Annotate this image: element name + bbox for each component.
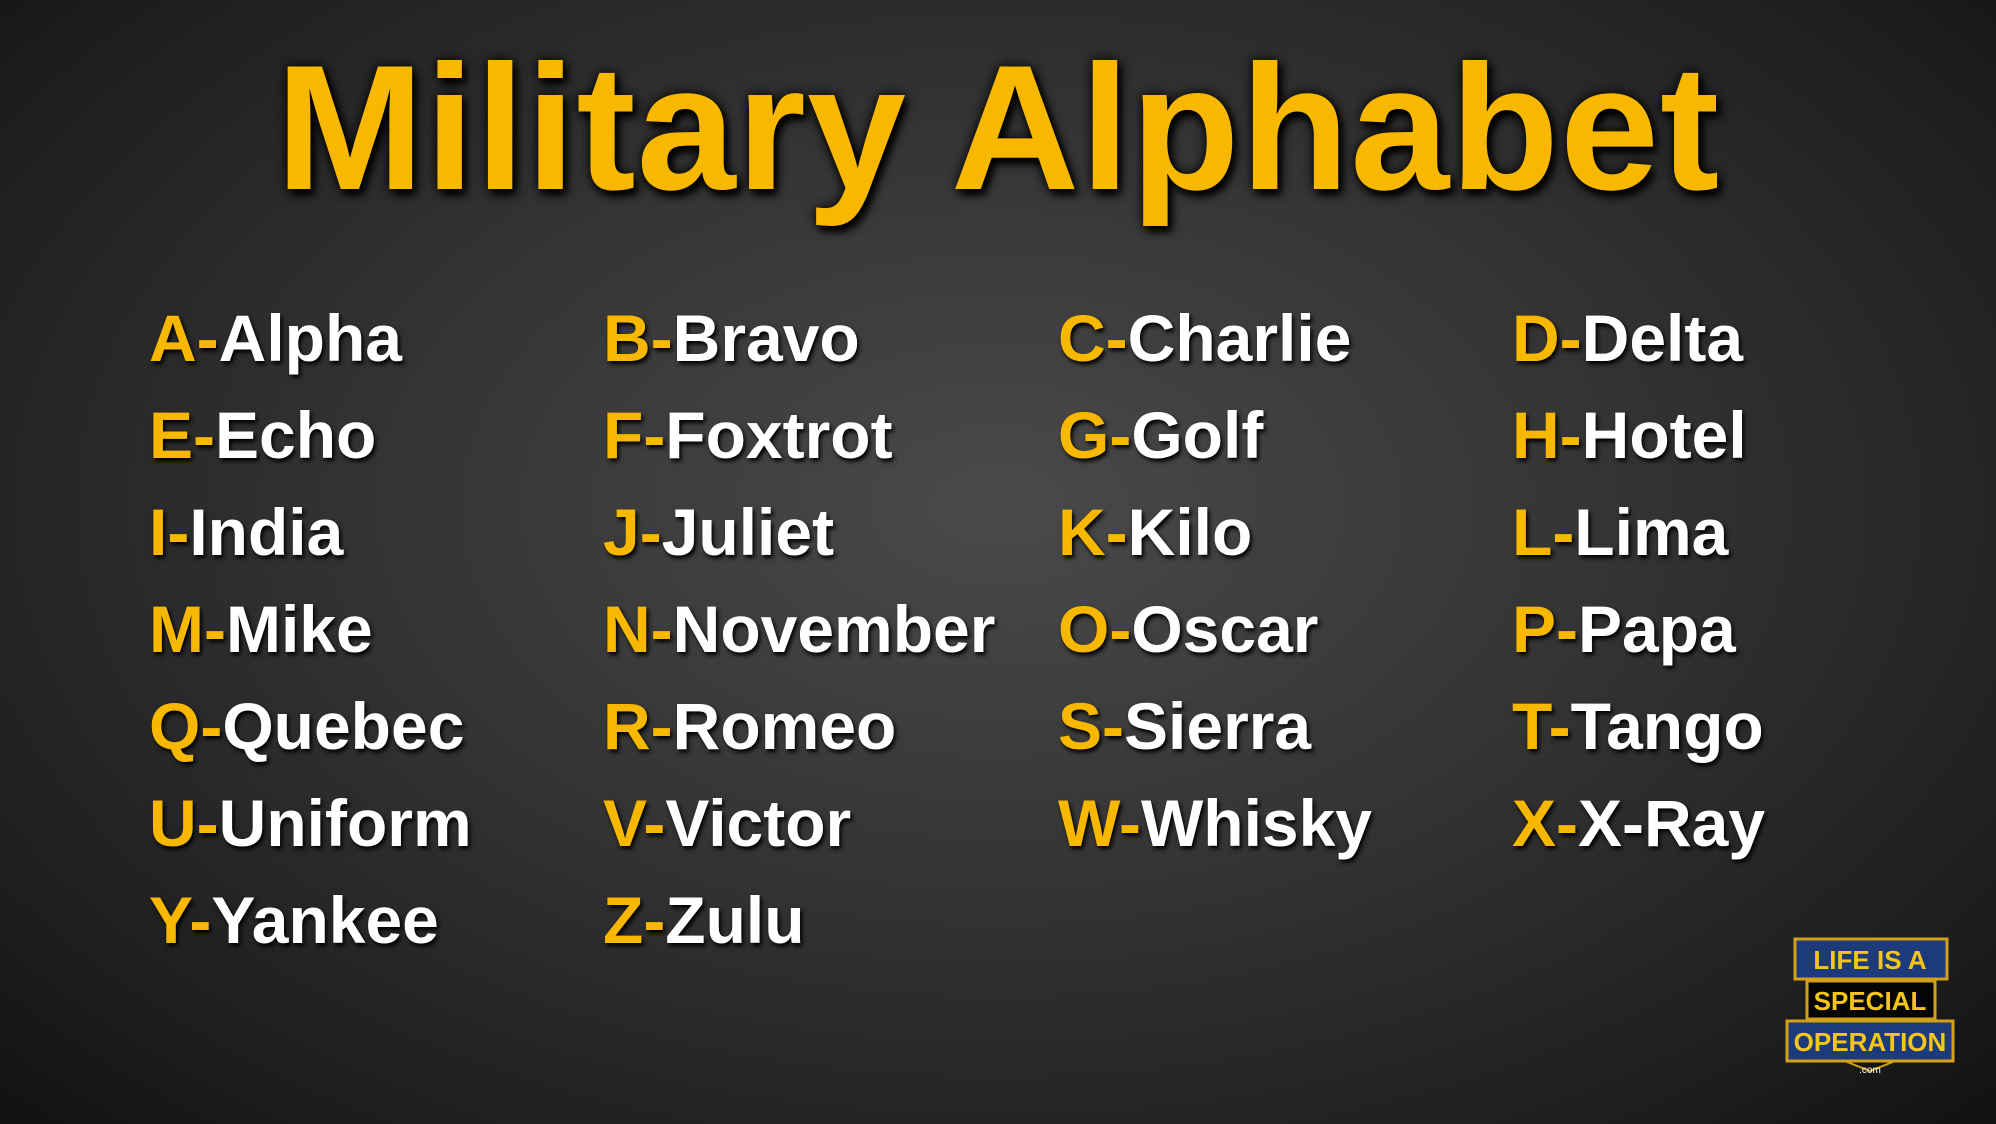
entry-word: Lima [1574, 495, 1729, 569]
entry-word: Zulu [665, 883, 805, 957]
entry-letter: K- [1058, 495, 1128, 569]
entry-letter: A- [149, 301, 219, 375]
entry-word: Kilo [1127, 495, 1253, 569]
entry-word: Yankee [211, 883, 439, 957]
entry-word: Uniform [218, 786, 472, 860]
alphabet-entry: L-Lima [1512, 484, 1912, 581]
page-title: Military Alphabet [275, 28, 1721, 227]
entry-word: X-Ray [1578, 786, 1766, 860]
entry-letter: V- [603, 786, 666, 860]
entry-word: Hotel [1581, 398, 1747, 472]
entry-word: India [189, 495, 344, 569]
entry-letter: N- [603, 592, 673, 666]
alphabet-entry: X-X-Ray [1512, 775, 1912, 872]
entry-word: Oscar [1131, 592, 1319, 666]
entry-letter: W- [1058, 786, 1141, 860]
alphabet-entry: F-Foxtrot [603, 387, 1058, 484]
entry-letter: Q- [149, 689, 223, 763]
entry-letter: U- [149, 786, 219, 860]
entry-letter: S- [1058, 689, 1124, 763]
entry-letter: B- [603, 301, 673, 375]
entry-letter: O- [1058, 592, 1132, 666]
entry-letter: C- [1058, 301, 1128, 375]
entry-word: Charlie [1127, 301, 1352, 375]
alphabet-entry: T-Tango [1512, 678, 1912, 775]
alphabet-entry: K-Kilo [1058, 484, 1512, 581]
entry-word: Whisky [1140, 786, 1373, 860]
alphabet-entry: W-Whisky [1058, 775, 1512, 872]
logo-line3: OPERATION [1794, 1027, 1947, 1057]
alphabet-entry: Z-Zulu [603, 872, 1058, 969]
alphabet-entry: C-Charlie [1058, 290, 1512, 387]
brand-logo: LIFE IS A SPECIAL OPERATION .com [1785, 937, 1955, 1076]
entry-letter: T- [1512, 689, 1571, 763]
alphabet-entry: A-Alpha [149, 290, 603, 387]
entry-letter: Y- [149, 883, 212, 957]
alphabet-entry: G-Golf [1058, 387, 1512, 484]
alphabet-entry: Q-Quebec [149, 678, 603, 775]
alphabet-entry: I-India [149, 484, 603, 581]
entry-letter: J- [603, 495, 662, 569]
entry-letter: L- [1512, 495, 1575, 569]
entry-word: Foxtrot [665, 398, 893, 472]
entry-letter: G- [1058, 398, 1132, 472]
entry-word: Victor [665, 786, 852, 860]
entry-word: Juliet [661, 495, 835, 569]
entry-letter: I- [149, 495, 190, 569]
entry-word: Tango [1570, 689, 1764, 763]
entry-letter: Z- [603, 883, 666, 957]
alphabet-entry: S-Sierra [1058, 678, 1512, 775]
entry-word: Echo [215, 398, 377, 472]
alphabet-entry: N-November [603, 581, 1058, 678]
alphabet-entry: P-Papa [1512, 581, 1912, 678]
alphabet-entry: U-Uniform [149, 775, 603, 872]
entry-letter: E- [149, 398, 215, 472]
alphabet-entry: E-Echo [149, 387, 603, 484]
entry-word: Romeo [672, 689, 897, 763]
entry-letter: R- [603, 689, 673, 763]
alphabet-entry: R-Romeo [603, 678, 1058, 775]
alphabet-entry: H-Hotel [1512, 387, 1912, 484]
entry-word: Bravo [672, 301, 860, 375]
alphabet-entry: D-Delta [1512, 290, 1912, 387]
alphabet-entry: J-Juliet [603, 484, 1058, 581]
entry-word: Sierra [1124, 689, 1312, 763]
entry-letter: D- [1512, 301, 1582, 375]
alphabet-entry: Y-Yankee [149, 872, 603, 969]
alphabet-entry: V-Victor [603, 775, 1058, 872]
alphabet-entry: M-Mike [149, 581, 603, 678]
logo-line2: SPECIAL [1814, 986, 1927, 1016]
entry-letter: X- [1512, 786, 1578, 860]
entry-letter: H- [1512, 398, 1582, 472]
logo-line1: LIFE IS A [1813, 945, 1926, 975]
alphabet-entry: B-Bravo [603, 290, 1058, 387]
alphabet-entry: O-Oscar [1058, 581, 1512, 678]
entry-word: Alpha [218, 301, 402, 375]
entry-word: Delta [1581, 301, 1744, 375]
alphabet-grid: A-Alpha B-Bravo C-Charlie D-Delta E-Echo F-Fo… [149, 290, 1912, 969]
logo-line4: .com [1859, 1065, 1881, 1076]
entry-word: November [672, 592, 996, 666]
entry-letter: F- [603, 398, 666, 472]
entry-word: Papa [1578, 592, 1736, 666]
entry-letter: M- [149, 592, 226, 666]
entry-word: Mike [225, 592, 373, 666]
entry-letter: P- [1512, 592, 1578, 666]
entry-word: Quebec [222, 689, 465, 763]
entry-word: Golf [1131, 398, 1264, 472]
